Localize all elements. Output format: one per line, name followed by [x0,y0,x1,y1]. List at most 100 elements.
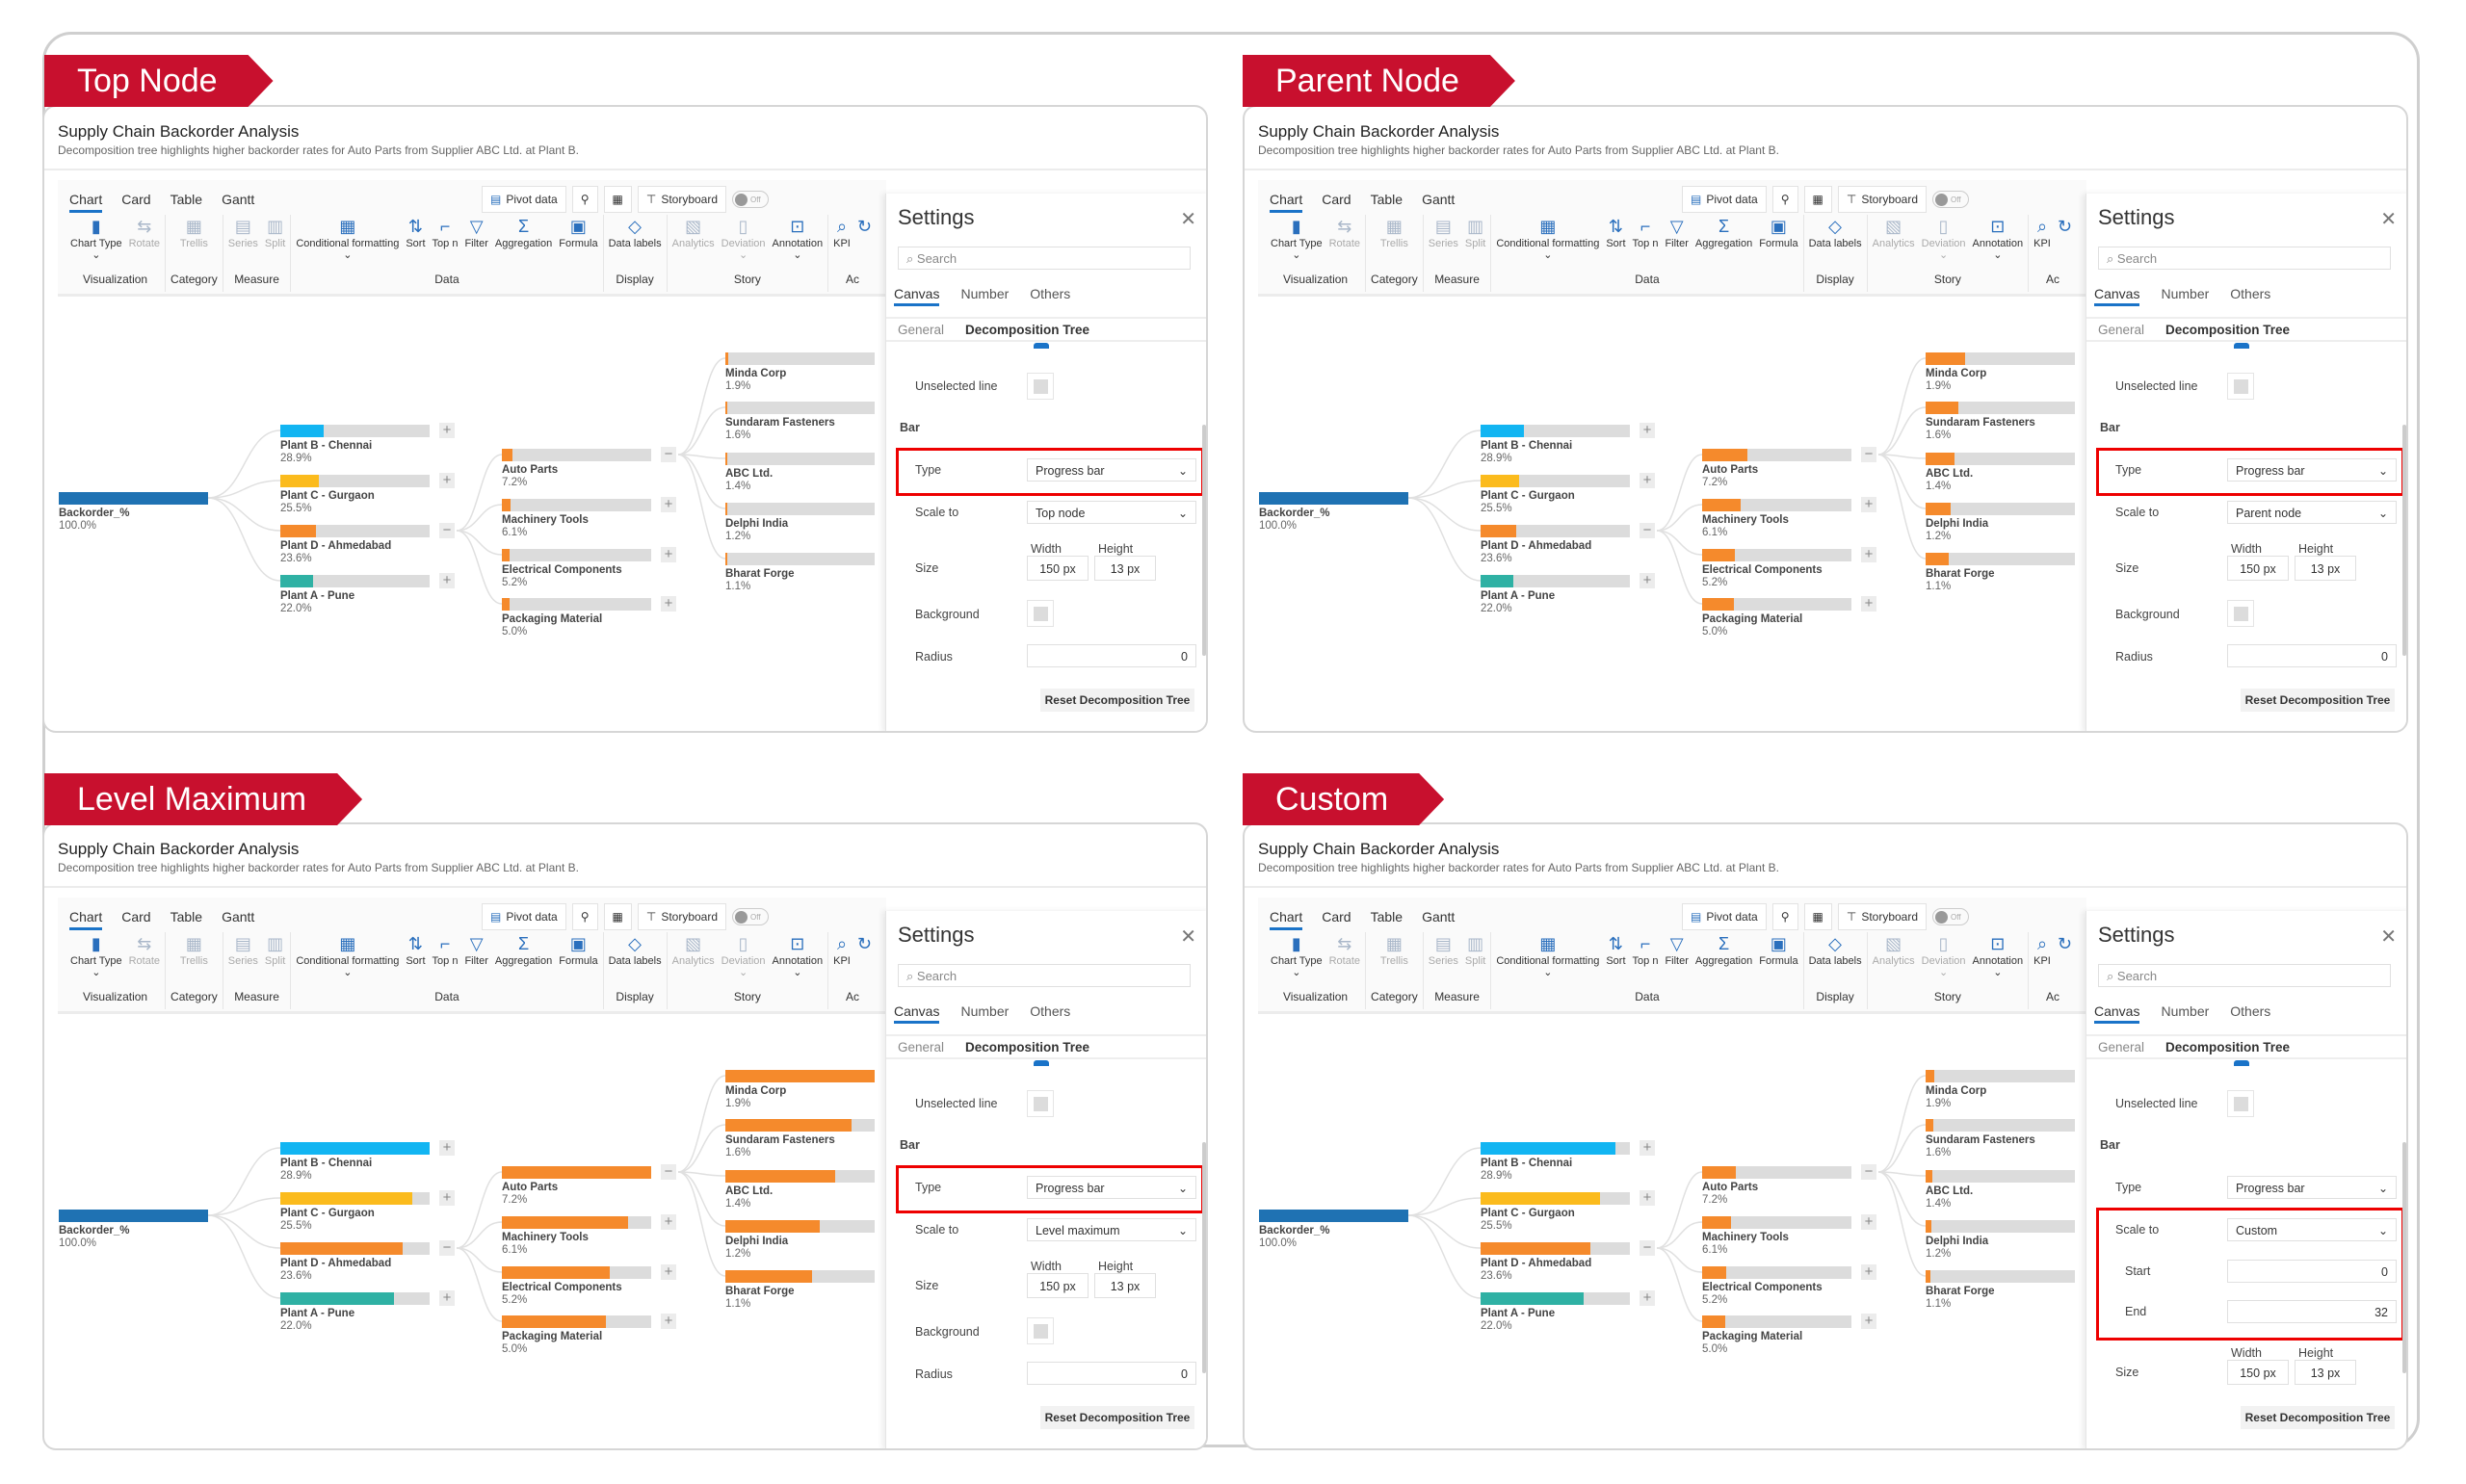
tree-node[interactable]: Minda Corp 1.9% [725,1070,875,1109]
storyboard-button[interactable]: ⊤ Storyboard [637,903,727,930]
tree-node[interactable]: Packaging Material 5.0% [1702,598,1851,638]
selected-line-swatch[interactable] [1034,343,1049,349]
tree-node[interactable]: Delphi India 1.2% [1926,503,2075,542]
deviation-button[interactable]: ▯ Deviation ⌄ [721,932,766,988]
settings-search-input[interactable]: ⌕ Search [898,964,1191,987]
tree-node[interactable]: Delphi India 1.2% [1926,1220,2075,1260]
filter-pin-button[interactable]: ⚲ [1771,903,1798,930]
top-n-button[interactable]: ⌐ Top n [433,932,459,988]
split-button[interactable]: ▥ Split [265,215,285,271]
tree-node[interactable]: Plant B - Chennai 28.9% [1481,1142,1630,1182]
chart-type-button[interactable]: ▮ Chart Type ⌄ [70,215,122,271]
pivot-data-button[interactable]: ▤ Pivot data [482,186,566,213]
settings-search-input[interactable]: ⌕ Search [2098,247,2391,270]
collapse-button[interactable]: − [661,1164,676,1180]
expand-button[interactable]: + [439,1190,455,1206]
tree-node[interactable]: Machinery Tools 6.1% [1702,1216,1851,1256]
tree-node[interactable]: ABC Ltd. 1.4% [725,453,875,492]
tree-node[interactable]: Delphi India 1.2% [725,1220,875,1260]
tree-node[interactable]: Plant D - Ahmedabad 23.6% [280,1242,430,1282]
deviation-button[interactable]: ▯ Deviation ⌄ [1922,215,1966,271]
series-button[interactable]: ▤ Series [228,932,258,988]
collapse-button[interactable]: − [1640,523,1655,538]
data-labels-button[interactable]: ◇ Data labels [1809,932,1862,988]
pivot-data-button[interactable]: ▤ Pivot data [1682,903,1767,930]
tab-card[interactable]: Card [121,192,151,207]
tab-chart[interactable]: Chart [69,192,103,213]
tab-table[interactable]: Table [1370,909,1404,924]
rotate-button[interactable]: ⇆ Rotate [129,215,160,271]
selected-line-swatch[interactable] [1034,1060,1049,1066]
storyboard-toggle[interactable]: Off [732,191,770,208]
trellis-button[interactable]: ▦ Trellis [1380,215,1408,271]
close-icon[interactable]: ✕ [1180,926,1196,948]
reset-decomposition-tree-button[interactable]: Reset Decomposition Tree [1040,689,1194,712]
tree-node[interactable]: ABC Ltd. 1.4% [725,1170,875,1210]
tree-node[interactable]: Electrical Components 5.2% [502,1266,651,1306]
aggregation-button[interactable]: Σ Aggregation [495,215,552,271]
tree-node[interactable]: Sundaram Fasteners 1.6% [725,1119,875,1159]
settings-scrollbar[interactable] [1202,1142,1206,1373]
top-n-button[interactable]: ⌐ Top n [1633,932,1659,988]
annotation-button[interactable]: ⊡ Annotation ⌄ [773,932,824,988]
tree-node[interactable]: Auto Parts 7.2% [1702,449,1851,488]
data-labels-button[interactable]: ◇ Data labels [1809,215,1862,271]
grid-edit-button[interactable]: ▦ [1803,186,1832,213]
tree-node[interactable]: Plant C - Gurgaon 25.5% [1481,475,1630,514]
scale-to-select[interactable]: Parent node ⌄ [2227,501,2397,524]
unselected-line-color[interactable] [1027,373,1054,400]
tree-node[interactable]: Bharat Forge 1.1% [1926,553,2075,592]
trellis-button[interactable]: ▦ Trellis [1380,932,1408,988]
settings-subtab[interactable]: General [898,322,945,337]
settings-scrollbar[interactable] [1202,425,1206,656]
storyboard-button[interactable]: ⊤ Storyboard [637,186,727,213]
settings-tab-canvas[interactable]: Canvas [894,1003,940,1024]
selected-line-swatch[interactable] [2234,343,2249,349]
tab-table[interactable]: Table [170,192,203,207]
data-labels-button[interactable]: ◇ Data labels [609,932,662,988]
settings-tab-number[interactable]: Number [960,286,1010,301]
rotate-button[interactable]: ⇆ Rotate [1329,932,1360,988]
reset-decomposition-tree-button[interactable]: Reset Decomposition Tree [1040,1406,1194,1429]
unselected-line-color[interactable] [2227,373,2254,400]
sort-button[interactable]: ⇅ Sort [1606,932,1625,988]
tree-node[interactable]: Auto Parts 7.2% [502,1166,651,1206]
tree-node[interactable]: Machinery Tools 6.1% [502,1216,651,1256]
tree-node[interactable]: Bharat Forge 1.1% [725,1270,875,1310]
kpi-button[interactable]: ⌕ KPI [2033,932,2051,988]
analytics-button[interactable]: ▧ Analytics [1873,215,1915,271]
series-button[interactable]: ▤ Series [1429,932,1458,988]
annotation-button[interactable]: ⊡ Annotation ⌄ [773,215,824,271]
settings-subtab[interactable]: Decomposition Tree [2165,322,2291,337]
tab-table[interactable]: Table [170,909,203,924]
tab-gantt[interactable]: Gantt [1422,192,1456,207]
settings-tab-others[interactable]: Others [2230,286,2271,301]
height-input[interactable]: 13 px [1094,1273,1156,1298]
tree-node[interactable]: ABC Ltd. 1.4% [1926,453,2075,492]
expand-button[interactable]: + [439,573,455,588]
chart-type-button[interactable]: ▮ Chart Type ⌄ [70,932,122,988]
selected-line-swatch[interactable] [2234,1060,2249,1066]
tree-node[interactable]: Machinery Tools 6.1% [1702,499,1851,538]
expand-button[interactable]: + [661,547,676,562]
tree-node[interactable]: Sundaram Fasteners 1.6% [725,402,875,441]
tab-chart[interactable]: Chart [69,909,103,930]
expand-button[interactable]: + [1640,573,1655,588]
collapse-button[interactable]: − [1640,1240,1655,1256]
annotation-button[interactable]: ⊡ Annotation ⌄ [1973,215,2024,271]
expand-button[interactable]: + [1640,1190,1655,1206]
expand-button[interactable]: + [1861,1264,1876,1280]
tree-node[interactable]: Plant D - Ahmedabad 23.6% [1481,1242,1630,1282]
bar-type-select[interactable]: Progress bar ⌄ [1027,458,1196,482]
settings-tab-others[interactable]: Others [2230,1003,2271,1019]
settings-subtab[interactable]: General [2098,1039,2145,1054]
collapse-button[interactable]: − [1861,447,1876,462]
expand-button[interactable]: + [1861,1314,1876,1329]
filter-pin-button[interactable]: ⚲ [571,186,598,213]
tree-node[interactable]: Plant A - Pune 22.0% [280,575,430,614]
end-input[interactable]: 32 [2227,1300,2397,1323]
settings-subtab[interactable]: Decomposition Tree [965,322,1090,337]
tree-node[interactable]: Backorder_% 100.0% [1259,1210,1408,1249]
tree-node[interactable]: Backorder_% 100.0% [59,1210,208,1249]
expand-button[interactable]: + [661,596,676,612]
